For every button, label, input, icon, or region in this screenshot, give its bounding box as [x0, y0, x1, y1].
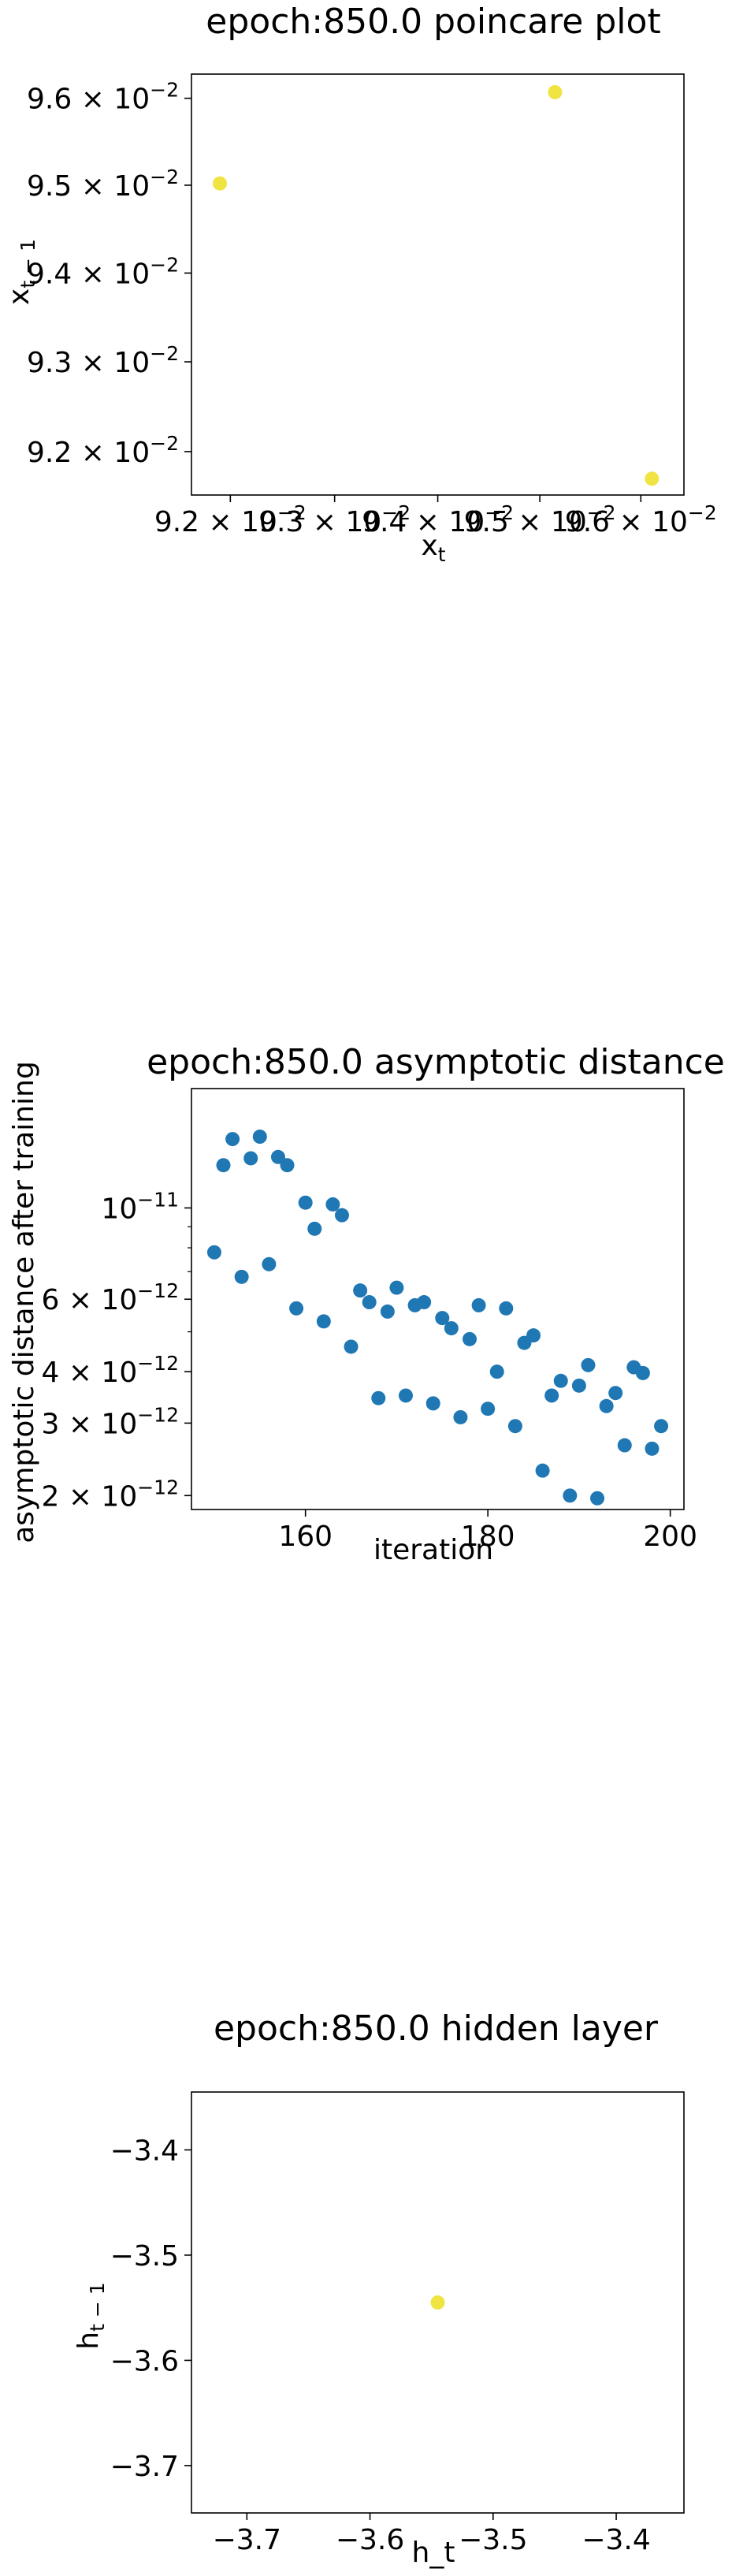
data-point: [371, 1390, 386, 1405]
hidden-layer-plot: epoch:850.0 hidden layer h_t ht − 1 −3.7…: [72, 2008, 685, 2569]
y-tick-label: 3 × 10−12: [41, 1403, 179, 1440]
data-point: [280, 1158, 295, 1173]
y-tick-label: 6 × 10−12: [41, 1279, 179, 1316]
data-point: [645, 471, 660, 486]
data-point: [243, 1151, 258, 1166]
data-point: [380, 1304, 395, 1319]
x-tick-label: 160: [278, 1521, 333, 1553]
data-point: [362, 1295, 377, 1310]
chart-title: epoch:850.0 hidden layer: [214, 2008, 659, 2049]
data-point: [453, 1409, 468, 1424]
x-tick-label: 200: [643, 1521, 697, 1553]
x-tick-label: 9.5 × 10−2: [464, 501, 616, 538]
x-axis-label: h_t: [412, 2537, 455, 2569]
y-axis-label: asymptotic distance after training: [8, 1061, 40, 1543]
y-tick-label: −3.7: [110, 2451, 179, 2483]
data-point: [590, 1491, 605, 1506]
y-tick-label: 2 × 10−12: [41, 1476, 179, 1513]
data-point: [553, 1373, 568, 1388]
data-point: [444, 1321, 459, 1336]
x-tick-label: 9.4 × 10−2: [362, 501, 514, 538]
data-point: [206, 1245, 221, 1260]
plot-area: [191, 1088, 685, 1510]
chart-title: epoch:850.0 poincare plot: [206, 2, 660, 42]
y-tick-label: −3.5: [110, 2240, 179, 2273]
data-point: [334, 1208, 349, 1223]
data-point: [526, 1328, 541, 1343]
y-tick-label: 9.5 × 10−2: [27, 166, 179, 203]
data-point: [471, 1297, 486, 1312]
data-point: [270, 1149, 285, 1164]
poincare-plot: epoch:850.0 poincare plot xt xt − 1 9.2 …: [3, 2, 717, 566]
data-point: [571, 1378, 586, 1393]
x-tick-label: −3.4: [582, 2524, 650, 2556]
data-point: [213, 176, 228, 191]
y-tick-label: 9.4 × 10−2: [27, 253, 179, 290]
y-tick-label: 9.2 × 10−2: [27, 432, 179, 469]
data-point: [535, 1463, 550, 1478]
data-point: [325, 1197, 340, 1212]
data-point: [608, 1386, 623, 1401]
x-tick-label: 180: [461, 1521, 515, 1553]
data-point: [635, 1365, 650, 1380]
data-point: [298, 1195, 313, 1210]
data-point: [463, 1331, 477, 1346]
x-tick-label: 9.6 × 10−2: [565, 501, 717, 538]
data-point: [548, 84, 563, 99]
data-point: [435, 1311, 450, 1326]
x-tick-label: 9.2 × 10−2: [154, 501, 307, 538]
data-point: [353, 1283, 368, 1298]
chart-title: epoch:850.0 asymptotic distance: [147, 1042, 725, 1082]
data-point: [499, 1301, 514, 1316]
y-tick-label: 10−11: [101, 1188, 179, 1225]
data-point: [289, 1301, 304, 1316]
data-point: [225, 1132, 240, 1147]
data-point: [316, 1314, 331, 1329]
data-point: [599, 1398, 614, 1413]
x-axis-label: iteration: [373, 1534, 493, 1566]
data-point: [216, 1158, 231, 1173]
y-tick-label: −3.4: [110, 2135, 179, 2167]
data-point: [507, 1419, 522, 1434]
y-tick-label: 9.6 × 10−2: [27, 79, 179, 116]
data-point: [234, 1269, 249, 1284]
data-point: [489, 1364, 504, 1379]
data-point: [307, 1221, 322, 1236]
data-point: [344, 1339, 359, 1354]
data-point: [398, 1388, 413, 1403]
data-point: [262, 1256, 277, 1271]
plot-area: [191, 2091, 685, 2514]
y-axis-label: ht − 1: [72, 2282, 109, 2349]
data-point: [417, 1295, 432, 1310]
data-point: [617, 1438, 632, 1453]
data-point: [430, 2295, 445, 2310]
y-tick-label: 4 × 10−12: [41, 1352, 179, 1389]
data-point: [563, 1488, 578, 1503]
asymptotic-distance-plot: epoch:850.0 asymptotic distance iteratio…: [8, 1042, 725, 1566]
data-point: [389, 1280, 404, 1295]
x-tick-label: −3.5: [459, 2524, 527, 2556]
x-tick-label: 9.3 × 10−2: [258, 501, 411, 538]
data-point: [252, 1130, 267, 1145]
data-point: [481, 1402, 496, 1416]
plot-area: [191, 73, 685, 496]
data-point: [645, 1441, 660, 1456]
data-point: [581, 1357, 596, 1372]
data-point: [654, 1419, 669, 1434]
x-tick-label: −3.6: [336, 2524, 404, 2556]
data-point: [544, 1388, 559, 1403]
data-point: [425, 1396, 440, 1411]
y-tick-label: −3.6: [110, 2345, 179, 2377]
x-tick-label: −3.7: [213, 2524, 281, 2556]
y-tick-label: 9.3 × 10−2: [27, 342, 179, 379]
